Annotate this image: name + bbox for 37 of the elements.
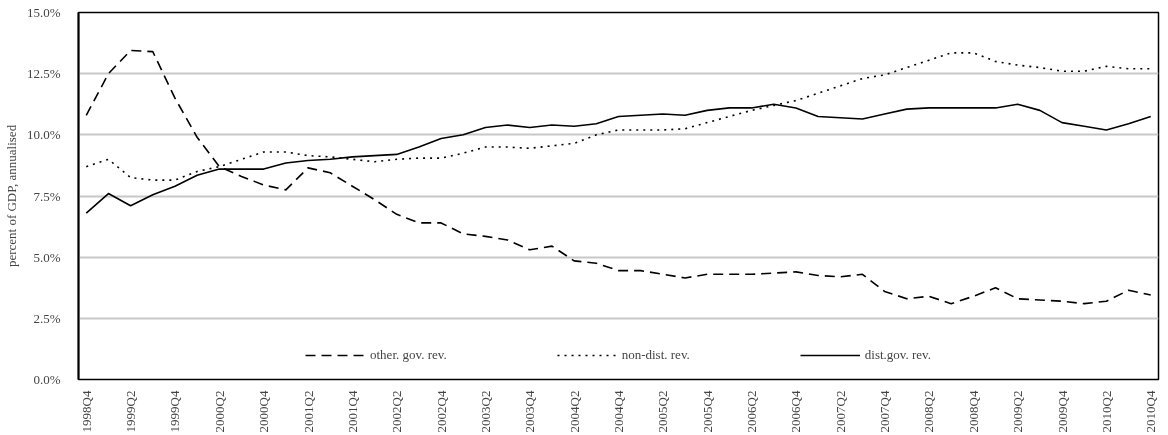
x-tick-label: 2004Q4 (611, 390, 626, 433)
x-tick-label: 2009Q4 (1054, 390, 1070, 433)
x-tick-label: 2009Q2 (1010, 390, 1026, 433)
x-tick-label: 2003Q4 (522, 390, 538, 433)
x-tick-label: 2002Q2 (389, 390, 405, 433)
x-tick-label: 2005Q2 (655, 390, 671, 433)
line-series (85, 49, 1152, 305)
x-tick-label: 1999Q2 (123, 390, 139, 433)
y-axis-title: percent of GDP, annualised (3, 124, 19, 268)
x-tick-label: 2002Q4 (433, 390, 449, 433)
y-tick-label: 12.5% (26, 66, 61, 82)
x-tick-label: 2005Q4 (699, 390, 715, 433)
x-tick-label: 2000Q2 (211, 390, 227, 433)
x-tick-label: 2001Q4 (344, 390, 360, 433)
x-tick-label: 2008Q2 (921, 390, 937, 433)
x-tick-label: 2010Q4 (1143, 390, 1159, 433)
x-tick-label: 2003Q2 (477, 390, 493, 433)
y-tick-label: 7.5% (33, 188, 61, 204)
x-tick-label: 1998Q4 (78, 390, 94, 433)
x-tick-label: 2006Q2 (744, 390, 760, 433)
x-tick-label: 2010Q2 (1098, 390, 1114, 433)
x-tick-label: 2006Q4 (788, 390, 804, 433)
x-tick-label: 2008Q4 (965, 390, 981, 433)
x-tick-label: 2004Q2 (566, 390, 582, 433)
x-tick-label: 2007Q4 (877, 390, 893, 433)
y-tick-label: 0.0% (33, 372, 61, 387)
x-tick-label: 2001Q2 (300, 390, 316, 433)
y-tick-label: 2.5% (33, 310, 61, 326)
x-tick-label: 2000Q4 (256, 390, 272, 433)
x-tick-label: 1999Q4 (167, 390, 183, 433)
y-tick-label: 10.0% (26, 127, 61, 143)
y-tick-label: 5.0% (33, 249, 61, 265)
x-tick-label: 2007Q2 (832, 390, 848, 433)
legend-label: non-dist. rev. (621, 347, 690, 363)
legend-label: other. gov. rev. (370, 347, 447, 363)
legend-label: dist.gov. rev. (864, 347, 931, 363)
y-tick-label: 15.0% (26, 5, 61, 20)
